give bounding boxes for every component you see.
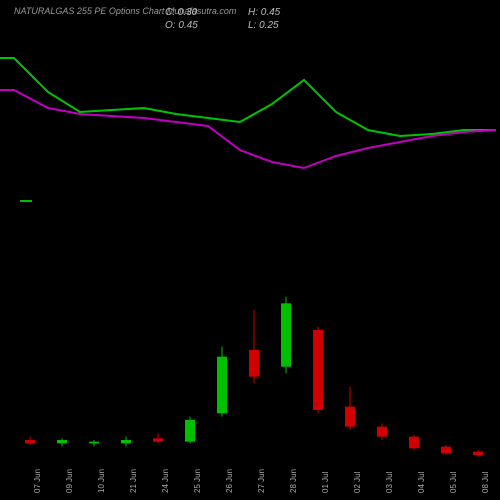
x-tick-label: 25 Jun: [193, 469, 202, 493]
x-tick-label: 21 Jun: [129, 469, 138, 493]
candle: [473, 450, 483, 457]
candle: [313, 327, 323, 414]
ohlc-col2: H: 0.45 L: 0.25: [248, 6, 280, 32]
candle: [185, 417, 195, 444]
x-tick-label: 02 Jul: [353, 472, 362, 493]
scale-tick-mark: [20, 200, 32, 202]
x-tick-label: 24 Jun: [161, 469, 170, 493]
chart-title: NATURALGAS 255 PE Options Chart Munafasu…: [14, 6, 236, 16]
x-tick-label: 07 Jun: [33, 469, 42, 493]
x-tick-label: 04 Jul: [417, 472, 426, 493]
candle: [409, 435, 419, 450]
candle: [57, 438, 67, 446]
x-tick-label: 26 Jun: [225, 469, 234, 493]
candle: [89, 440, 99, 447]
candlestick-chart: [0, 260, 500, 460]
candle: [281, 297, 291, 374]
candle: [345, 387, 355, 430]
candle: [121, 437, 131, 447]
candle: [217, 347, 227, 417]
x-tick-label: 01 Jul: [321, 472, 330, 493]
line-series-magenta: [0, 90, 496, 168]
candle: [25, 437, 35, 445]
x-tick-label: 03 Jul: [385, 472, 394, 493]
x-tick-label: 05 Jul: [449, 472, 458, 493]
line-series-green: [0, 58, 496, 136]
x-tick-label: 27 Jun: [257, 469, 266, 493]
x-tick-label: 28 Jun: [289, 469, 298, 493]
x-tick-label: 08 Jul: [481, 472, 490, 493]
stat-high: H: 0.45: [248, 6, 280, 19]
candle: [249, 310, 259, 383]
candle: [153, 433, 163, 443]
x-axis: 07 Jun 09 Jun 10 Jun 21 Jun 24 Jun 25 Jun 26 J…: [0, 464, 500, 500]
candle: [377, 423, 387, 440]
ohlc-col1: C: 0.30 O: 0.45: [165, 6, 198, 32]
candle: [441, 445, 451, 455]
x-tick-label: 09 Jun: [65, 469, 74, 493]
indicator-line-chart: [0, 30, 500, 190]
x-tick-label: 10 Jun: [97, 469, 106, 493]
stat-close: C: 0.30: [165, 6, 198, 19]
